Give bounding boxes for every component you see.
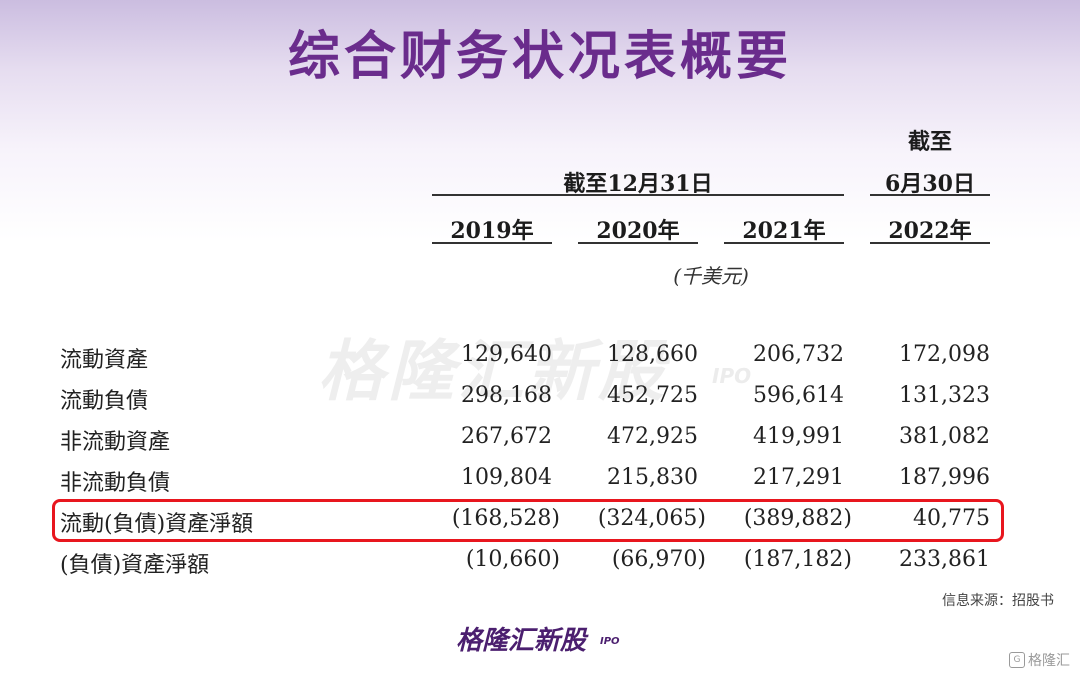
corner-brand: G 格隆汇 bbox=[1009, 650, 1070, 670]
page-title: 综合财务状况表概要 bbox=[287, 27, 792, 87]
row-label: 非流動負債 bbox=[60, 471, 171, 496]
row-label-highlighted: 流動(負債)資產淨額 bbox=[60, 512, 254, 537]
row-value: 381,082 bbox=[899, 424, 990, 449]
header-year-2020: 2020年 bbox=[596, 218, 680, 244]
year-rule-2021 bbox=[724, 242, 844, 244]
header-last-label-line1: 截至 bbox=[907, 129, 952, 155]
brand-logo-ipo: IPO bbox=[600, 636, 620, 647]
watermark-ipo: IPO bbox=[712, 364, 752, 388]
row-value: 419,991 bbox=[753, 424, 844, 449]
row-value: 206,732 bbox=[753, 342, 844, 367]
row-value: 187,996 bbox=[899, 465, 990, 490]
header-year-2021: 2021年 bbox=[742, 218, 826, 244]
row-value: 109,804 bbox=[461, 465, 552, 490]
watermark-text: 格隆汇新股 bbox=[318, 333, 668, 410]
row-value: 596,614 bbox=[753, 383, 844, 408]
row-value: 472,925 bbox=[607, 424, 698, 449]
source-note: 信息来源：招股书 bbox=[942, 593, 1054, 609]
highlight-box bbox=[52, 499, 1004, 542]
header-last-rule bbox=[870, 194, 990, 196]
year-rule-2020 bbox=[578, 242, 698, 244]
row-label: 流動資產 bbox=[60, 348, 149, 373]
row-value: (168,528) bbox=[451, 506, 560, 531]
row-value: (10,660) bbox=[465, 547, 560, 572]
header-group-rule bbox=[432, 194, 844, 196]
header-last-label-line2: 6月30日 bbox=[885, 171, 975, 197]
row-value: 129,640 bbox=[461, 342, 552, 367]
row-label: 流動負債 bbox=[60, 389, 149, 414]
brand-logo-text: 格隆汇新股 bbox=[456, 626, 587, 656]
row-value: 452,725 bbox=[607, 383, 698, 408]
row-value: 298,168 bbox=[461, 383, 552, 408]
row-value: 40,775 bbox=[913, 506, 990, 531]
brand-g-icon: G bbox=[1009, 652, 1025, 668]
corner-brand-text: 格隆汇 bbox=[1028, 653, 1070, 669]
row-value: 217,291 bbox=[753, 465, 844, 490]
row-value: 172,098 bbox=[899, 342, 990, 367]
year-rule-2022 bbox=[870, 242, 990, 244]
row-value: 267,672 bbox=[461, 424, 552, 449]
row-value: 131,323 bbox=[899, 383, 990, 408]
row-value: (389,882) bbox=[743, 506, 852, 531]
row-label: 非流動資產 bbox=[60, 430, 171, 455]
row-value: 233,861 bbox=[899, 547, 990, 572]
header-year-2019: 2019年 bbox=[450, 218, 534, 244]
row-value: 215,830 bbox=[607, 465, 698, 490]
row-value: 128,660 bbox=[607, 342, 698, 367]
row-value: (187,182) bbox=[743, 547, 852, 572]
row-label: (負債)資產淨額 bbox=[60, 553, 210, 578]
row-value: (324,065) bbox=[597, 506, 706, 531]
year-rule-2019 bbox=[432, 242, 552, 244]
header-group-label: 截至12月31日 bbox=[563, 171, 713, 197]
header-year-2022: 2022年 bbox=[888, 218, 972, 244]
row-value: (66,970) bbox=[611, 547, 706, 572]
unit-label: (千美元) bbox=[673, 264, 749, 288]
